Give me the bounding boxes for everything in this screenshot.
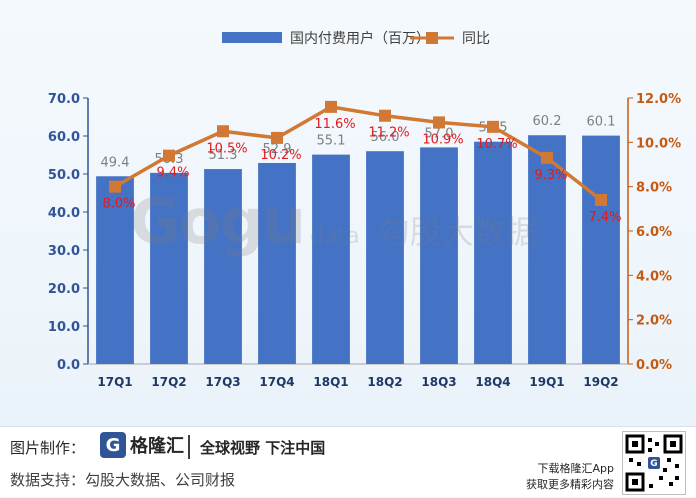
bar-value-label: 55.1 — [317, 134, 346, 149]
bar — [420, 147, 458, 364]
bar-value-label: 57.0 — [425, 126, 454, 141]
bar-value-label: 49.4 — [101, 155, 130, 170]
brand-logo-icon: G — [100, 432, 126, 458]
line-marker — [109, 180, 121, 193]
left-tick-label: 50.0 — [48, 168, 80, 183]
line-marker — [379, 109, 391, 122]
right-tick-label: 8.0% — [636, 181, 672, 196]
chart: 国内付费用户（百万） 同比 0.0 10.0 20.0 30.0 40.0 50.0 60.0 7… — [48, 30, 681, 389]
left-tick-label: 20.0 — [48, 282, 80, 297]
bar — [312, 154, 350, 364]
legend-label-bar: 国内付费用户（百万） — [290, 30, 430, 47]
right-tick-label: 2.0% — [636, 314, 672, 329]
bar-value-label: 60.1 — [587, 115, 616, 130]
right-tick-label: 6.0% — [636, 225, 672, 240]
bar — [96, 176, 134, 364]
line-value-label: 7.4% — [588, 210, 621, 225]
x-tick-label: 17Q3 — [205, 375, 240, 389]
data-source: 数据支持：勾股大数据、公司财报 — [10, 471, 236, 489]
line-value-label: 11.2% — [368, 126, 409, 141]
left-tick-label: 0.0 — [57, 358, 80, 373]
bar-value-label: 56.0 — [371, 130, 400, 145]
bar — [582, 135, 620, 364]
bar — [150, 172, 188, 364]
line-marker — [217, 125, 229, 138]
left-tick-label: 60.0 — [48, 130, 80, 145]
bar-value-label: 51.3 — [209, 148, 238, 163]
brand-name: 格隆汇 — [130, 436, 184, 457]
line-marker — [271, 131, 283, 144]
legend-label-line: 同比 — [462, 31, 490, 47]
legend-swatch-bar — [222, 32, 282, 43]
line-marker — [595, 193, 607, 206]
x-tick-label: 18Q2 — [367, 375, 402, 389]
download-prompt[interactable]: 下载格隆汇App 获取更多精彩内容 — [526, 461, 614, 493]
x-tick-label: 18Q1 — [313, 375, 348, 389]
right-tick-label: 10.0% — [636, 136, 681, 151]
line-value-label: 10.9% — [422, 132, 463, 147]
x-tick-label: 18Q3 — [421, 375, 456, 389]
bar — [366, 151, 404, 364]
line-value-label: 9.3% — [534, 168, 567, 183]
qr-code-icon[interactable]: G — [622, 431, 686, 495]
slogan: 全球视野 下注中国 — [200, 439, 326, 457]
line-marker — [325, 100, 337, 113]
bar — [528, 135, 566, 364]
right-tick-label: 0.0% — [636, 358, 672, 373]
bar-value-label: 60.2 — [533, 114, 562, 129]
made-by-label: 图片制作： — [10, 439, 86, 457]
line-marker — [163, 149, 175, 162]
left-tick-label: 70.0 — [48, 92, 80, 107]
line-series — [114, 105, 603, 202]
line-value-label: 11.6% — [314, 117, 355, 132]
right-tick-label: 12.0% — [636, 92, 681, 107]
download-line-2: 获取更多精彩内容 — [526, 478, 614, 491]
brand-logo[interactable]: G 格隆汇 — [100, 432, 184, 458]
bar-value-label: 52.9 — [263, 142, 292, 157]
legend-marker-line — [426, 32, 438, 44]
line-value-label: 8.0% — [102, 197, 135, 212]
bar — [204, 169, 242, 364]
left-tick-label: 30.0 — [48, 244, 80, 259]
left-tick-label: 10.0 — [48, 320, 80, 335]
line-value-label: 10.2% — [260, 148, 301, 163]
right-tick-label: 4.0% — [636, 269, 672, 284]
line-value-label: 9.4% — [156, 166, 189, 181]
svg-text:G: G — [650, 459, 657, 469]
x-tick-label: 18Q4 — [475, 375, 510, 389]
x-tick-label: 17Q1 — [97, 375, 132, 389]
line-value-label: 10.7% — [476, 137, 517, 152]
bar — [258, 162, 296, 364]
x-tick-label: 19Q1 — [529, 375, 564, 389]
line-marker — [433, 116, 445, 129]
footer-divider — [188, 435, 190, 459]
left-tick-label: 40.0 — [48, 206, 80, 221]
footer: 图片制作： G 格隆汇 全球视野 下注中国 数据支持：勾股大数据、公司财报 下载… — [0, 426, 696, 497]
download-line-1: 下载格隆汇App — [537, 462, 615, 475]
line-marker — [541, 151, 553, 164]
line-marker — [487, 120, 499, 133]
x-tick-label: 17Q4 — [259, 375, 294, 389]
line-value-label: 10.5% — [206, 141, 247, 156]
x-tick-label: 19Q2 — [583, 375, 618, 389]
x-tick-label: 17Q2 — [151, 375, 186, 389]
bar — [474, 141, 512, 364]
